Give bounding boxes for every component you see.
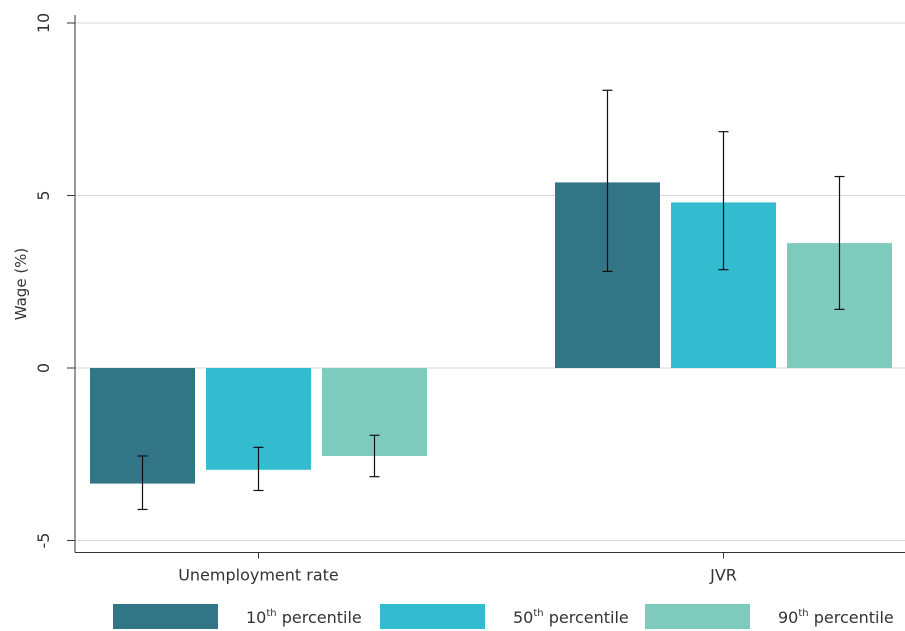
axes: -5 0 5 10 [34,13,905,559]
error-bars [137,89,845,511]
category-label: Unemployment rate [178,566,339,585]
legend-item: 90th percentile [645,604,894,629]
y-tick-label: 5 [34,190,53,200]
bars [90,182,892,484]
legend-item: 10th percentile [113,604,362,629]
category-label: JVR [709,566,737,585]
legend-label: 10th percentile [246,608,362,627]
y-axis-title: Wage (%) [12,248,30,321]
legend-swatch [380,604,485,629]
gridlines [75,22,905,541]
legend-swatch [645,604,750,629]
y-tick-label: -5 [34,533,53,549]
legend-label: 50th percentile [513,608,629,627]
legend-item: 50th percentile [380,604,629,629]
legend: 10th percentile 50th percentile 90th perce… [113,604,894,629]
category-labels: Unemployment rate JVR [178,566,737,585]
y-tick-label: 10 [34,13,53,33]
y-tick-label: 0 [34,363,53,373]
legend-swatch [113,604,218,629]
legend-label: 90th percentile [778,608,894,627]
